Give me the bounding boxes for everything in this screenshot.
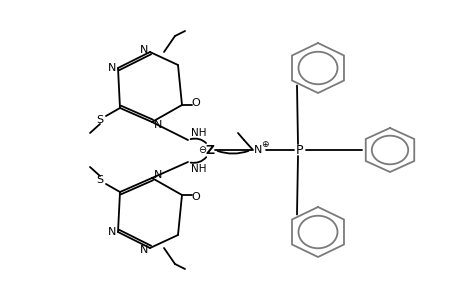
Text: ⊕: ⊕ bbox=[261, 140, 268, 148]
Text: N: N bbox=[253, 145, 262, 155]
Text: NH: NH bbox=[190, 164, 206, 174]
Text: N: N bbox=[153, 170, 162, 180]
Text: Z: Z bbox=[205, 143, 214, 157]
Text: O: O bbox=[191, 192, 200, 202]
Text: O: O bbox=[191, 98, 200, 108]
Text: N: N bbox=[140, 245, 148, 255]
Text: NH: NH bbox=[190, 128, 206, 138]
Text: N: N bbox=[153, 120, 162, 130]
Text: P: P bbox=[296, 143, 303, 157]
Text: ⊖: ⊖ bbox=[197, 145, 206, 155]
Text: S: S bbox=[96, 175, 103, 185]
Text: S: S bbox=[96, 115, 103, 125]
Text: N: N bbox=[107, 63, 116, 73]
Text: N: N bbox=[107, 227, 116, 237]
Text: N: N bbox=[140, 45, 148, 55]
